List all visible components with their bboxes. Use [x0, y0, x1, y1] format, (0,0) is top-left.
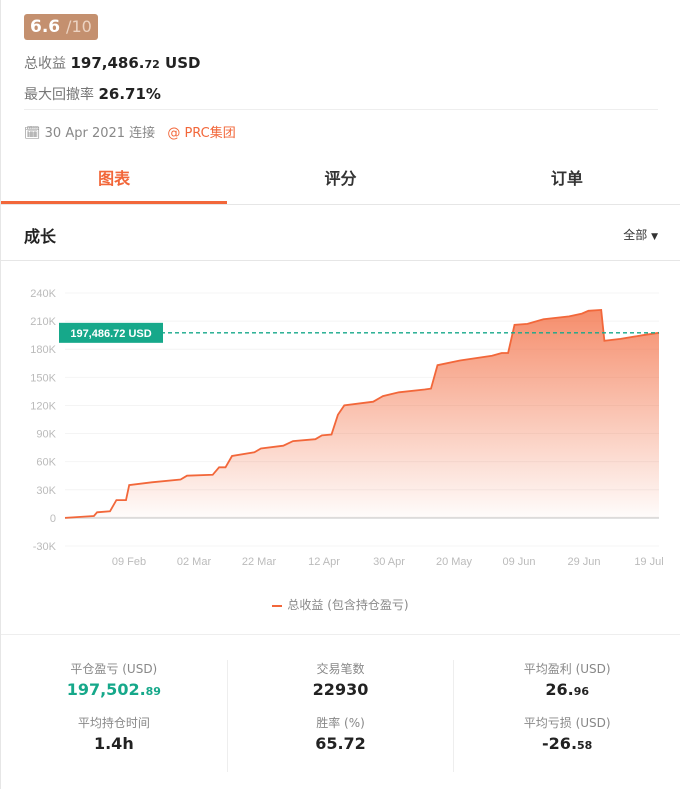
y-tick-label: 210K — [30, 316, 56, 328]
value-int: 65.72 — [315, 734, 366, 753]
y-tick-label: 180K — [30, 344, 56, 356]
y-tick-label: 30K — [36, 485, 56, 497]
divider — [24, 109, 658, 110]
stats-grid: 平仓盈亏 (USD) 197,502.89 平均持仓时间 1.4h 交易笔数 2… — [1, 660, 680, 772]
tab-chart[interactable]: 图表 — [1, 158, 228, 204]
x-tick-label: 09 Feb — [112, 556, 146, 568]
tab-bar: 图表 评分 订单 — [1, 158, 680, 205]
winrate-label: 胜率 (%) — [316, 716, 365, 730]
y-tick-label: 150K — [30, 372, 56, 384]
y-tick-label: -30K — [33, 541, 57, 553]
value-dec: 96 — [573, 685, 589, 698]
x-tick-label: 19 Jul — [634, 556, 663, 568]
account-meta: 🗓︎ 30 Apr 2021 连接 @ PRC集团 — [24, 122, 236, 141]
avg-loss-value: -26.58 — [454, 734, 680, 753]
broker-link[interactable]: @ PRC集团 — [167, 126, 236, 141]
trades-value: 22930 — [228, 680, 454, 699]
x-tick-label: 20 May — [436, 556, 473, 568]
value-dec: 89 — [145, 685, 161, 698]
total-profit-label: 总收益 — [24, 56, 66, 72]
growth-chart: 240K 210K 180K 150K 120K 90K 60K 30K 0 -30K 09 Feb… — [30, 288, 663, 568]
tab-orders[interactable]: 订单 — [550, 169, 583, 188]
x-tick-label: 29 Jun — [567, 556, 600, 568]
range-dropdown[interactable]: 全部 ▼ — [623, 226, 658, 243]
total-profit-unit: USD — [165, 54, 201, 72]
x-tick-label: 12 Apr — [308, 556, 340, 568]
current-value-label: 197,486.72 USD — [70, 328, 151, 340]
x-tick-label: 22 Mar — [242, 556, 277, 568]
rating-score: 6.6 — [30, 17, 61, 37]
stats-column: 平均盈利 (USD) 26.96 平均亏损 (USD) -26.58 — [454, 660, 680, 772]
connect-date: 30 Apr 2021 连接 — [44, 126, 156, 141]
y-tick-label: 0 — [50, 513, 56, 525]
x-tick-label: 30 Apr — [373, 556, 405, 568]
series-area — [65, 309, 659, 518]
legend-label: 总收益 (包含持仓盈亏) — [287, 598, 409, 612]
series-line — [64, 308, 660, 519]
value-int: 22930 — [312, 680, 369, 699]
value-dec: 58 — [577, 739, 593, 752]
total-profit-dec: 72 — [144, 58, 160, 71]
y-tick-label: 60K — [36, 457, 56, 469]
value-int: -26. — [542, 734, 578, 753]
value-int: 197,502. — [66, 680, 146, 699]
rating-max: /10 — [66, 17, 92, 36]
trades-label: 交易笔数 — [316, 662, 365, 676]
x-tick-label: 02 Mar — [177, 556, 212, 568]
value-int: 1.4h — [93, 734, 134, 753]
y-tick-label: 90K — [36, 429, 56, 441]
rating-badge: 6.6 /10 — [24, 14, 98, 40]
y-tick-label: 120K — [30, 400, 56, 412]
avg-profit-label: 平均盈利 (USD) — [523, 662, 611, 676]
x-tick-label: 09 Jun — [502, 556, 535, 568]
section-header: 成长 全部 ▼ — [1, 205, 680, 261]
calendar-icon: 🗓︎ — [24, 126, 41, 141]
closed-pnl-label: 平仓盈亏 (USD) — [70, 662, 158, 676]
stats-column: 平仓盈亏 (USD) 197,502.89 平均持仓时间 1.4h — [1, 660, 228, 772]
y-tick-label: 240K — [30, 288, 56, 300]
total-profit: 总收益 197,486.72 USD — [24, 53, 200, 73]
max-drawdown: 最大回撤率 26.71% — [24, 84, 161, 104]
current-value-badge — [59, 322, 163, 343]
max-drawdown-label: 最大回撤率 — [24, 87, 94, 103]
winrate-value: 65.72 — [228, 734, 454, 753]
avg-hold-label: 平均持仓时间 — [77, 716, 150, 730]
avg-loss-label: 平均亏损 (USD) — [523, 716, 611, 730]
range-dropdown-value: 全部 — [623, 228, 648, 242]
total-profit-int: 197,486. — [70, 54, 145, 72]
value-int: 26. — [545, 680, 574, 699]
stats-column: 交易笔数 22930 胜率 (%) 65.72 — [228, 660, 455, 772]
section-title: 成长 — [24, 227, 57, 246]
legend-swatch — [272, 604, 283, 607]
closed-pnl-value: 197,502.89 — [1, 680, 227, 699]
avg-hold-value: 1.4h — [1, 734, 227, 753]
divider — [1, 634, 680, 635]
chart-legend[interactable]: 总收益 (包含持仓盈亏) — [1, 596, 680, 613]
max-drawdown-value: 26.71% — [98, 85, 161, 103]
avg-profit-value: 26.96 — [454, 680, 680, 699]
tab-rating[interactable]: 评分 — [324, 169, 357, 188]
caret-down-icon: ▼ — [651, 232, 658, 242]
